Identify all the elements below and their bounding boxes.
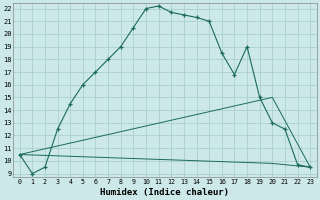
X-axis label: Humidex (Indice chaleur): Humidex (Indice chaleur) — [100, 188, 229, 197]
